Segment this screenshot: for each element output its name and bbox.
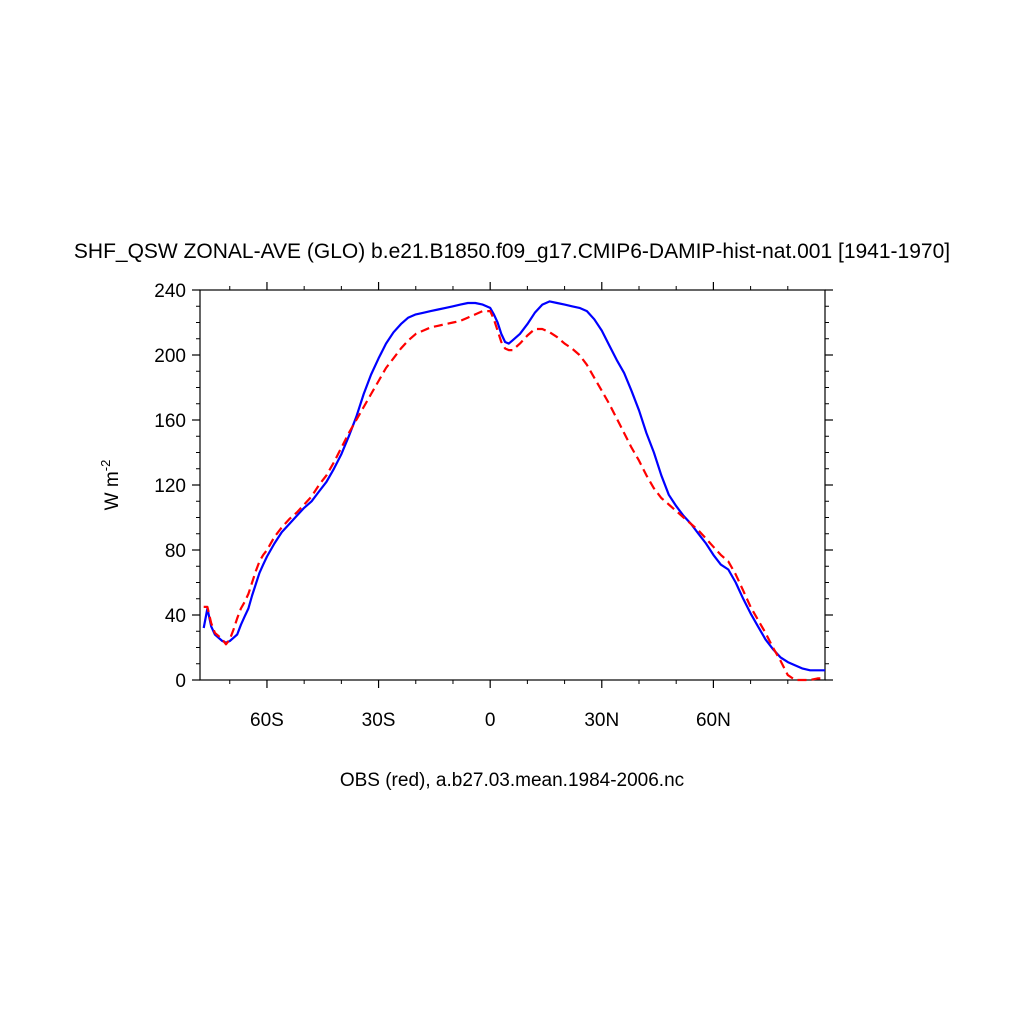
series-line-1 bbox=[203, 310, 825, 682]
x-tick-label: 30S bbox=[362, 710, 396, 731]
y-tick-label: 120 bbox=[154, 476, 186, 497]
x-axis-label: OBS (red), a.b27.03.mean.1984-2006.nc bbox=[340, 770, 684, 791]
x-tick-label: 60N bbox=[696, 710, 731, 731]
series-layer bbox=[202, 300, 825, 682]
y-tick-label: 40 bbox=[165, 606, 186, 627]
y-tick-label: 240 bbox=[154, 281, 186, 302]
plot-frame bbox=[199, 289, 826, 681]
ticks-layer: 0 40 80 120 160 200 240 60S 30S 0 30N 60N bbox=[154, 281, 833, 731]
plot-area: 0 40 80 120 160 200 240 60S 30S 0 30N 60N bbox=[154, 281, 833, 731]
y-axis-label-exponent: -2 bbox=[98, 460, 113, 472]
x-tick-label: 0 bbox=[485, 710, 496, 731]
chart-title: SHF_QSW ZONAL-AVE (GLO) b.e21.B1850.f09_… bbox=[74, 240, 950, 263]
y-tick-label: 0 bbox=[175, 671, 186, 692]
y-axis-label-base: W m bbox=[102, 471, 123, 510]
series-line-0 bbox=[202, 300, 825, 672]
y-tick-label: 200 bbox=[154, 346, 186, 367]
y-tick-label: 80 bbox=[165, 541, 186, 562]
y-axis-label: W m-2 bbox=[98, 460, 123, 511]
x-tick-label: 60S bbox=[250, 710, 284, 731]
x-tick-label: 30N bbox=[584, 710, 619, 731]
y-tick-label: 160 bbox=[154, 411, 186, 432]
